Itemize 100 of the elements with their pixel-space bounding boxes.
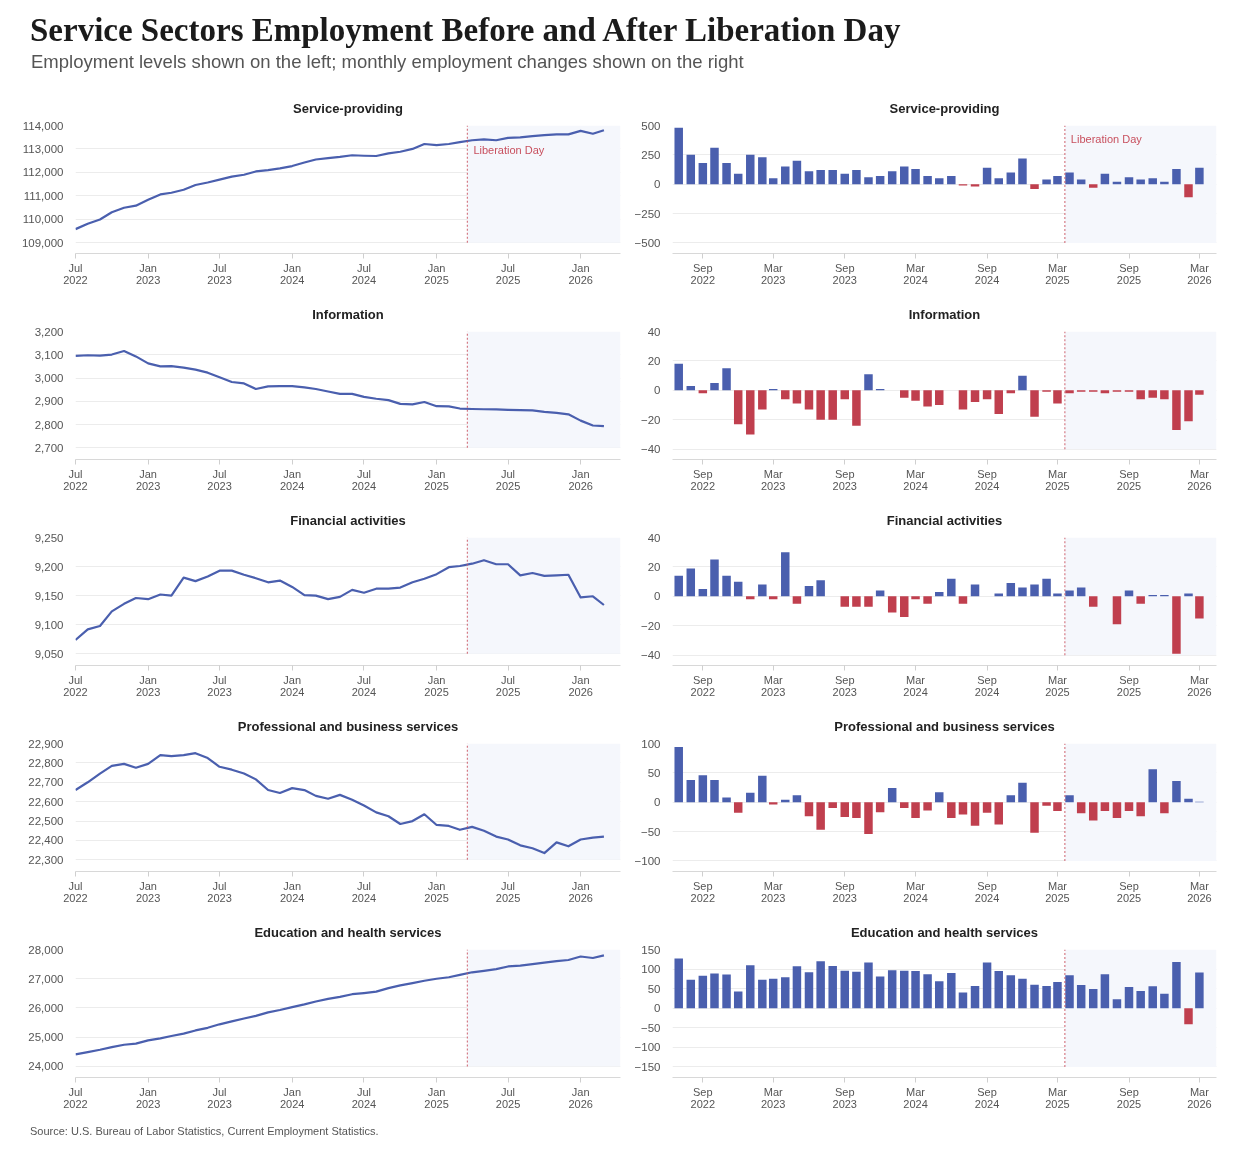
y-tick-label: 3,200 <box>34 325 64 338</box>
x-tick-label: Sep 2022 <box>690 467 716 492</box>
y-tick-label: 113,000 <box>22 142 64 155</box>
bar <box>1053 802 1062 812</box>
y-tick-label: 112,000 <box>22 166 64 179</box>
bar <box>911 390 920 401</box>
bar <box>1136 179 1145 185</box>
bar <box>1030 584 1039 597</box>
bar <box>982 962 992 1009</box>
x-tick-label: Jan 2024 <box>279 261 305 286</box>
bar <box>900 596 909 617</box>
bar <box>852 802 861 819</box>
bar <box>1053 981 1062 1009</box>
bar <box>710 382 719 391</box>
bar <box>852 596 861 607</box>
y-tick-label: 24,000 <box>28 1060 64 1073</box>
bar <box>887 970 897 1009</box>
bar <box>1172 168 1181 185</box>
x-tick-label: Mar 2024 <box>903 467 928 492</box>
bar <box>710 559 719 597</box>
x-tick-label: Sep 2023 <box>832 673 858 698</box>
bar <box>1018 782 1027 803</box>
x-tick-label: Jan 2024 <box>279 467 305 492</box>
x-tick-label: Sep 2025 <box>1116 1085 1142 1110</box>
bar <box>1160 802 1169 814</box>
ref-line-label: Liberation Day <box>1070 132 1143 145</box>
bar <box>686 979 696 1009</box>
bar <box>1053 593 1062 597</box>
bar <box>911 596 920 600</box>
y-tick-label: −50 <box>640 1021 661 1034</box>
bar <box>1088 596 1098 607</box>
x-tick-label: Sep 2024 <box>974 261 1000 286</box>
bar <box>840 596 850 607</box>
x-tick-label: Jan 2026 <box>568 467 593 492</box>
bar <box>1124 590 1134 597</box>
line-series <box>75 349 606 428</box>
y-tick-label: 28,000 <box>28 943 64 956</box>
bar <box>911 971 920 1009</box>
x-tick-label: Sep 2024 <box>974 879 1000 904</box>
bar <box>746 390 755 435</box>
chart-title: Financial activities <box>886 512 1003 528</box>
bar <box>1112 802 1122 819</box>
bar <box>804 171 814 185</box>
bar <box>816 802 825 830</box>
y-tick-label: 22,600 <box>28 795 64 808</box>
bar <box>686 779 696 803</box>
x-tick-label: Jul 2025 <box>495 261 521 286</box>
bar <box>792 596 802 604</box>
x-tick-label: Mar 2025 <box>1045 673 1070 698</box>
bar <box>1030 984 1039 1009</box>
y-tick-label: −150 <box>634 1060 661 1073</box>
bar <box>1030 802 1039 833</box>
bar <box>722 575 731 597</box>
bar <box>733 390 743 425</box>
bar <box>1006 583 1016 597</box>
bar <box>816 390 825 420</box>
x-tick-label: Jul 2024 <box>351 1085 377 1110</box>
bar <box>1018 978 1027 1009</box>
x-tick-label: Jan 2023 <box>135 261 161 286</box>
bar <box>1100 390 1110 394</box>
y-tick-label: −40 <box>640 443 661 456</box>
y-tick-label: −50 <box>640 825 661 838</box>
bar <box>710 779 719 803</box>
x-tick-label: Sep 2025 <box>1116 467 1142 492</box>
x-tick-label: Sep 2024 <box>974 673 1000 698</box>
x-tick-label: Jan 2024 <box>279 1085 305 1110</box>
bar <box>1160 993 1169 1009</box>
y-tick-label: 22,900 <box>28 737 64 750</box>
y-tick-label: 9,100 <box>34 618 64 631</box>
bar <box>864 177 873 185</box>
bar <box>852 170 861 185</box>
bar <box>840 802 850 817</box>
bar <box>768 978 778 1009</box>
bar <box>733 802 743 813</box>
x-tick-label: Jan 2024 <box>279 673 305 698</box>
bar <box>1088 989 1098 1009</box>
bar <box>686 154 696 185</box>
y-tick-label: 114,000 <box>22 119 64 132</box>
chart-title: Service-providing <box>293 100 403 116</box>
y-tick-label: 20 <box>647 560 661 573</box>
x-tick-label: Sep 2023 <box>832 879 858 904</box>
x-tick-label: Jan 2025 <box>424 673 449 698</box>
x-tick-label: Jan 2026 <box>568 673 593 698</box>
bar <box>923 974 932 1009</box>
line-series <box>75 129 606 231</box>
x-tick-label: Mar 2023 <box>760 1085 786 1110</box>
bar <box>994 802 1003 825</box>
y-tick-label: 2,700 <box>34 441 64 454</box>
bar <box>875 590 885 597</box>
bar <box>923 596 932 604</box>
bar <box>768 596 778 600</box>
chart-title: Education and health services <box>850 924 1039 940</box>
y-tick-label: 0 <box>654 1002 661 1015</box>
bar <box>792 390 802 404</box>
bar <box>792 966 802 1009</box>
line-series <box>75 954 606 1056</box>
bar <box>1172 390 1181 431</box>
x-tick-label: Sep 2024 <box>974 1085 1000 1110</box>
bar <box>722 368 731 391</box>
bar <box>1042 578 1051 597</box>
